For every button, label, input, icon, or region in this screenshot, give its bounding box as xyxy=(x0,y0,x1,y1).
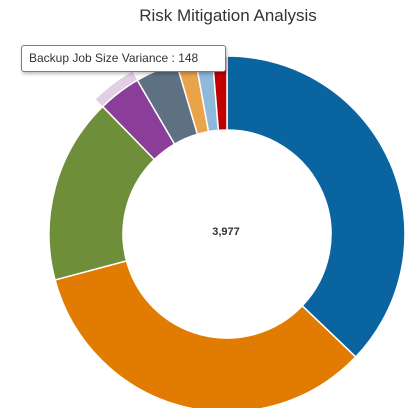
donut-slice-1[interactable] xyxy=(54,259,357,408)
center-total-label: 3,977 xyxy=(212,226,240,238)
donut-slice-0[interactable] xyxy=(226,55,406,359)
chart-title: Risk Mitigation Analysis xyxy=(139,6,317,25)
slice-halo xyxy=(95,71,138,107)
slice-tooltip: Backup Job Size Variance : 148 xyxy=(21,45,226,72)
